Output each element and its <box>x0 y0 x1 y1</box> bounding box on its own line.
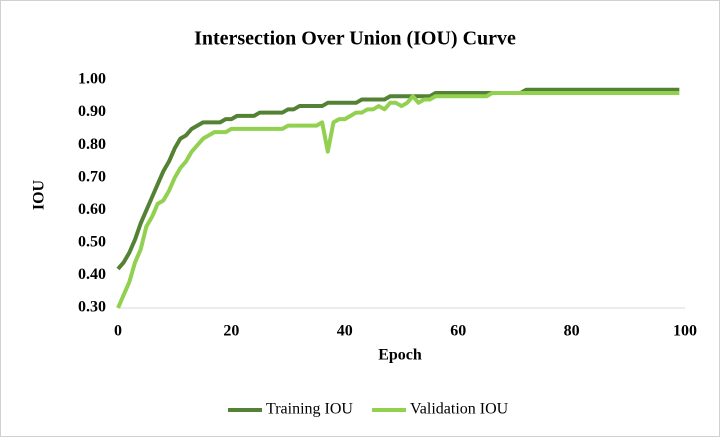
y-tick-label: 0.60 <box>78 201 106 218</box>
y-axis-label: IOU <box>31 179 48 210</box>
series-line <box>116 91 680 309</box>
y-tick-label: 0.40 <box>78 266 106 283</box>
x-tick-label: 0 <box>114 323 122 340</box>
x-axis-label: Epoch <box>378 347 422 364</box>
y-tick-label: 0.50 <box>78 234 106 251</box>
series-line <box>116 87 680 271</box>
chart-title: Intersection Over Union (IOU) Curve <box>194 28 516 50</box>
y-tick-label: 0.70 <box>78 168 106 185</box>
y-tick-label: 0.90 <box>78 103 106 120</box>
y-tick-label: 0.30 <box>78 299 106 316</box>
x-tick-label: 40 <box>337 323 353 340</box>
legend-label: Training IOU <box>266 401 353 418</box>
x-tick-label: 20 <box>223 323 239 340</box>
y-tick-label: 0.80 <box>78 136 106 153</box>
y-tick-label: 1.00 <box>78 71 106 88</box>
legend-label: Validation IOU <box>410 401 509 418</box>
x-tick-label: 80 <box>564 323 580 340</box>
x-tick-label: 100 <box>673 323 697 340</box>
x-tick-label: 60 <box>450 323 466 340</box>
